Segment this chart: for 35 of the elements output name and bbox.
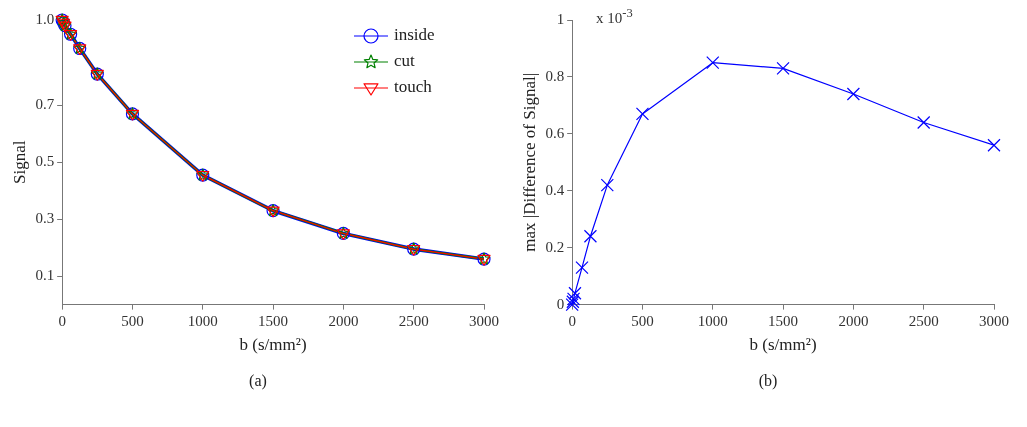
x-tick-label: 3000 bbox=[469, 312, 499, 329]
x-tick-label: 500 bbox=[631, 312, 654, 329]
x-tick-label: 1500 bbox=[768, 312, 799, 329]
x-tick-label: 0 bbox=[568, 312, 576, 329]
y-tick-label: 0.3 bbox=[35, 210, 55, 227]
legend-label: cut bbox=[394, 51, 416, 71]
x-axis-title: b (s/mm²) bbox=[239, 335, 307, 355]
y-tick-label: 0.2 bbox=[545, 238, 565, 255]
x-tick-label: 0 bbox=[58, 312, 66, 329]
y-tick-label: 0.6 bbox=[545, 124, 565, 141]
x-tick-label: 2500 bbox=[908, 312, 939, 329]
x-tick-label: 2000 bbox=[328, 312, 359, 329]
y-axis-title: Signal bbox=[9, 140, 29, 185]
y-tick-label: 1.0 bbox=[35, 10, 55, 27]
x-tick-label: 3000 bbox=[979, 312, 1009, 329]
x-tick-label: 2500 bbox=[398, 312, 429, 329]
text: (b) bbox=[757, 372, 779, 390]
y-tick-label: 0.7 bbox=[35, 96, 55, 113]
legend-label: inside bbox=[394, 25, 435, 45]
x-tick-label: 500 bbox=[121, 312, 144, 329]
legend-label: touch bbox=[394, 77, 433, 97]
y-tick-label: 0.1 bbox=[35, 267, 55, 284]
x-tick-label: 2000 bbox=[838, 312, 869, 329]
annotation: x 10$^{-3}$ bbox=[596, 6, 633, 27]
x-tick-label: 1000 bbox=[697, 312, 728, 329]
y-axis-title: max |Difference of Signal| bbox=[519, 72, 539, 252]
y-tick-label: 0.8 bbox=[545, 67, 565, 84]
text: (a) bbox=[248, 372, 268, 390]
x-axis-title: b (s/mm²) bbox=[749, 335, 817, 355]
x-tick-label: 1500 bbox=[258, 312, 289, 329]
y-tick-label: 0.4 bbox=[545, 181, 565, 198]
y-tick-label: 0 bbox=[556, 295, 565, 312]
x-tick-label: 1000 bbox=[187, 312, 218, 329]
y-tick-label: 0.5 bbox=[35, 153, 55, 170]
y-tick-label: 1 bbox=[556, 10, 565, 27]
